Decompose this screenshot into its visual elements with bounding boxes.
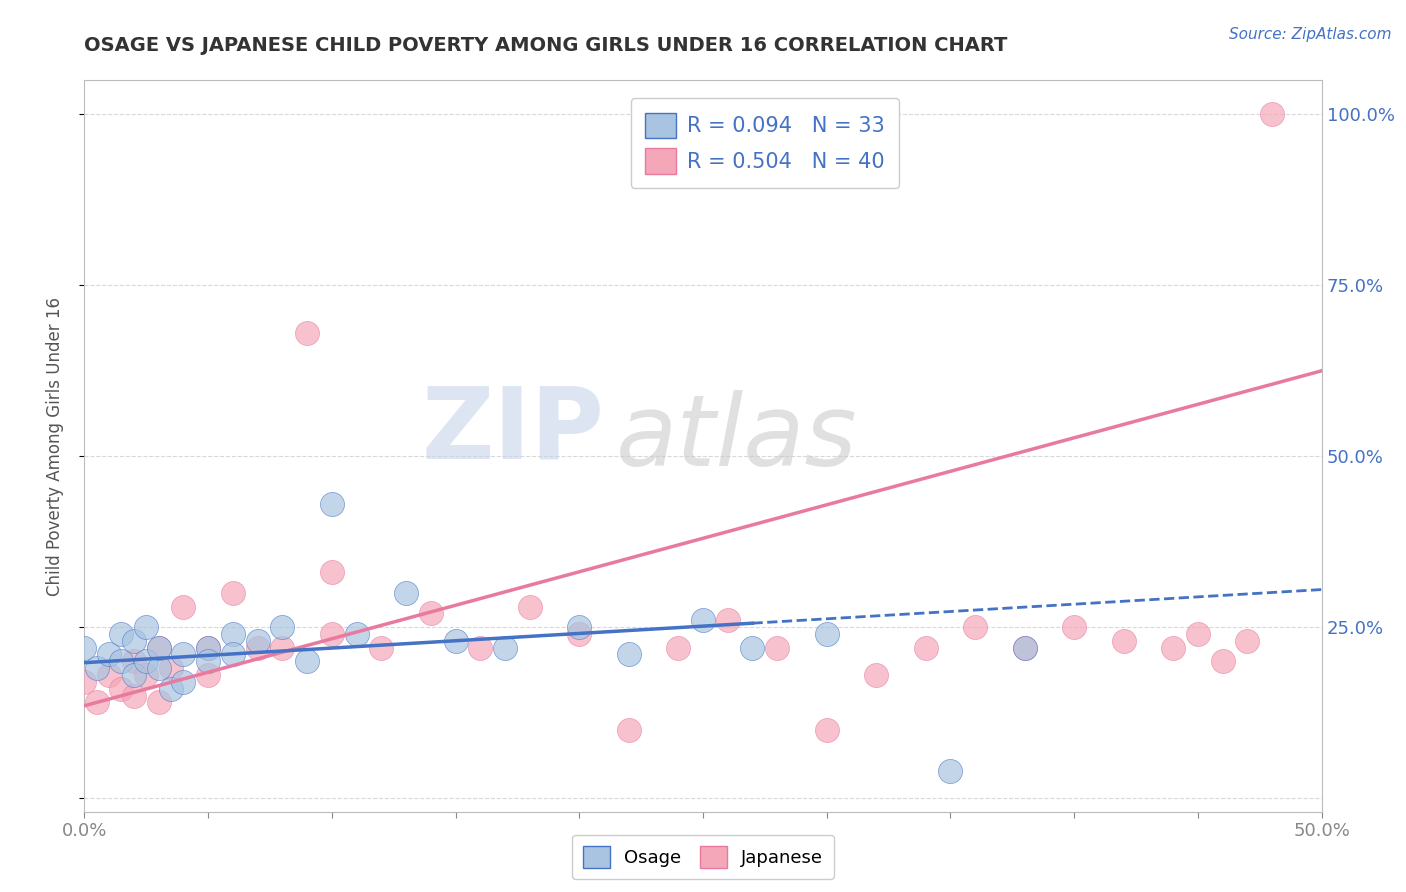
Point	[1014, 640, 1036, 655]
Point	[148, 640, 170, 655]
Point	[110, 654, 132, 668]
Point	[494, 640, 516, 655]
Point	[271, 620, 294, 634]
Point	[1261, 107, 1284, 121]
Point	[135, 668, 157, 682]
Point	[122, 668, 145, 682]
Point	[271, 640, 294, 655]
Point	[346, 627, 368, 641]
Text: Source: ZipAtlas.com: Source: ZipAtlas.com	[1229, 27, 1392, 42]
Point	[370, 640, 392, 655]
Point	[395, 586, 418, 600]
Y-axis label: Child Poverty Among Girls Under 16: Child Poverty Among Girls Under 16	[45, 296, 63, 596]
Point	[86, 661, 108, 675]
Point	[914, 640, 936, 655]
Point	[135, 620, 157, 634]
Point	[246, 640, 269, 655]
Point	[122, 689, 145, 703]
Point	[122, 654, 145, 668]
Point	[98, 648, 121, 662]
Point	[197, 668, 219, 682]
Point	[321, 497, 343, 511]
Point	[321, 627, 343, 641]
Point	[766, 640, 789, 655]
Point	[1014, 640, 1036, 655]
Point	[444, 633, 467, 648]
Point	[419, 607, 441, 621]
Point	[160, 661, 183, 675]
Text: atlas: atlas	[616, 390, 858, 487]
Point	[197, 640, 219, 655]
Point	[197, 640, 219, 655]
Point	[692, 613, 714, 627]
Point	[73, 674, 96, 689]
Point	[741, 640, 763, 655]
Point	[222, 648, 245, 662]
Point	[666, 640, 689, 655]
Point	[148, 640, 170, 655]
Point	[617, 648, 640, 662]
Point	[295, 654, 318, 668]
Point	[1187, 627, 1209, 641]
Point	[246, 633, 269, 648]
Point	[519, 599, 541, 614]
Point	[865, 668, 887, 682]
Legend: Osage, Japanese: Osage, Japanese	[572, 835, 834, 879]
Point	[160, 681, 183, 696]
Point	[222, 586, 245, 600]
Point	[568, 620, 591, 634]
Point	[122, 633, 145, 648]
Point	[197, 654, 219, 668]
Point	[86, 695, 108, 709]
Point	[321, 566, 343, 580]
Point	[1112, 633, 1135, 648]
Point	[568, 627, 591, 641]
Point	[1161, 640, 1184, 655]
Point	[717, 613, 740, 627]
Point	[815, 723, 838, 737]
Point	[135, 654, 157, 668]
Point	[939, 764, 962, 778]
Point	[965, 620, 987, 634]
Point	[815, 627, 838, 641]
Text: OSAGE VS JAPANESE CHILD POVERTY AMONG GIRLS UNDER 16 CORRELATION CHART: OSAGE VS JAPANESE CHILD POVERTY AMONG GI…	[84, 36, 1008, 54]
Point	[172, 648, 194, 662]
Point	[1236, 633, 1258, 648]
Point	[1212, 654, 1234, 668]
Point	[295, 326, 318, 341]
Point	[73, 640, 96, 655]
Point	[172, 674, 194, 689]
Legend: R = 0.094   N = 33, R = 0.504   N = 40: R = 0.094 N = 33, R = 0.504 N = 40	[630, 98, 900, 188]
Point	[222, 627, 245, 641]
Point	[617, 723, 640, 737]
Point	[148, 695, 170, 709]
Point	[98, 668, 121, 682]
Point	[172, 599, 194, 614]
Point	[470, 640, 492, 655]
Point	[110, 681, 132, 696]
Text: ZIP: ZIP	[422, 383, 605, 480]
Point	[148, 661, 170, 675]
Point	[110, 627, 132, 641]
Point	[1063, 620, 1085, 634]
